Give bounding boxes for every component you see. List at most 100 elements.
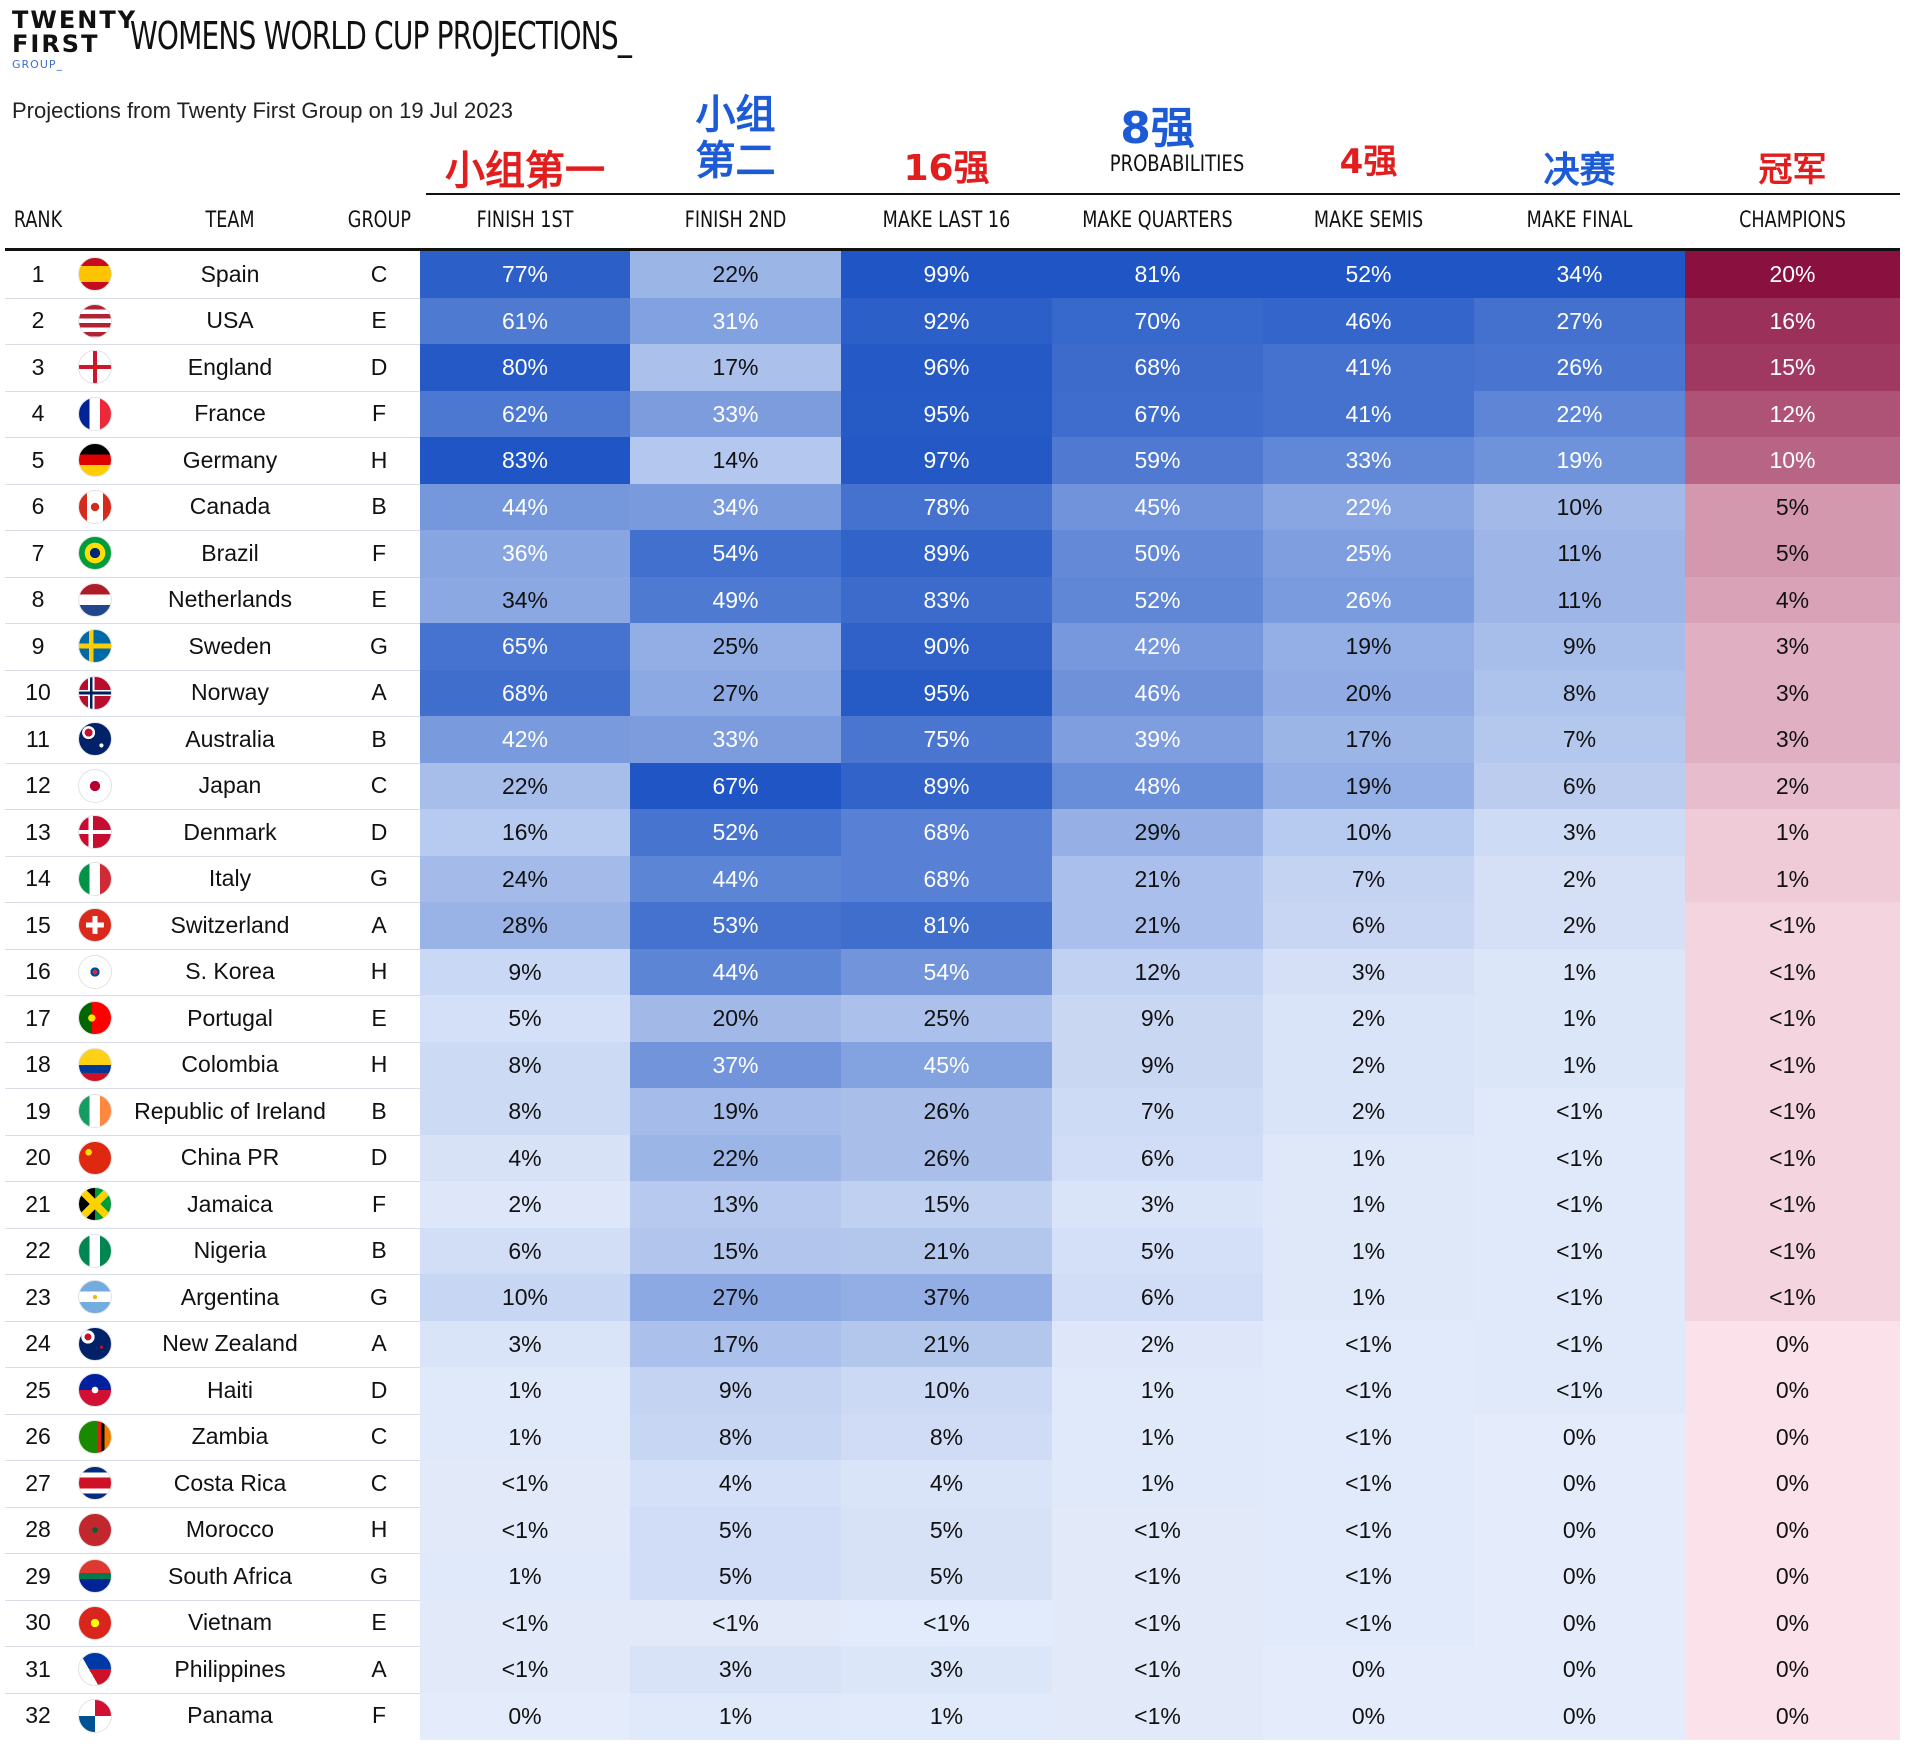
value-cell-make-final: 7% <box>1474 716 1685 764</box>
value-cell-finish-1st: 10% <box>420 1274 630 1322</box>
australia-flag-icon <box>78 722 112 757</box>
subtitle: Projections from Twenty First Group on 1… <box>12 98 513 123</box>
value-cell-make-semis: 2% <box>1263 1041 1474 1089</box>
value-cell-make-quarters: 46% <box>1052 669 1263 717</box>
value-cell-make-last-16: 10% <box>841 1367 1052 1415</box>
header-group: GROUP <box>347 208 412 233</box>
value-cell-champions: 0% <box>1685 1646 1900 1694</box>
value-cell-champions: <1% <box>1685 948 1900 996</box>
value-cell-finish-2nd: 27% <box>630 1274 841 1322</box>
rank-cell: 9 <box>31 632 45 659</box>
team-name: Panama <box>187 1702 273 1729</box>
value-cell-make-last-16: 5% <box>841 1506 1052 1554</box>
group-cell: G <box>370 1562 388 1589</box>
team-name: Vietnam <box>188 1609 272 1636</box>
value-cell-make-final: 26% <box>1474 344 1685 392</box>
value-cell-make-quarters: 59% <box>1052 437 1263 485</box>
team-name: Costa Rica <box>173 1469 287 1496</box>
team-name: Switzerland <box>170 911 290 938</box>
value-cell-make-semis: 22% <box>1263 483 1474 531</box>
value-cell-make-final: <1% <box>1474 1274 1685 1322</box>
value-cell-champions: 3% <box>1685 716 1900 764</box>
value-cell-make-last-16: 37% <box>841 1274 1052 1322</box>
value-cell-make-quarters: 6% <box>1052 1274 1263 1322</box>
annotation-make-quarters: 8强 <box>1120 103 1195 154</box>
value-cell-make-last-16: 78% <box>841 483 1052 531</box>
group-cell: A <box>371 1330 387 1357</box>
team-name: Sweden <box>188 632 272 659</box>
value-cell-finish-2nd: 9% <box>630 1367 841 1415</box>
norway-flag-icon <box>78 675 112 710</box>
value-cell-make-quarters: <1% <box>1052 1553 1263 1601</box>
team-name: Netherlands <box>167 586 293 613</box>
team-name: S. Korea <box>185 958 275 985</box>
value-cell-make-last-16: <1% <box>841 1599 1052 1647</box>
value-cell-make-quarters: 9% <box>1052 1041 1263 1089</box>
group-cell: D <box>370 1376 388 1403</box>
value-cell-finish-2nd: 33% <box>630 390 841 438</box>
value-cell-make-quarters: 3% <box>1052 1181 1263 1229</box>
header-make-quarters: MAKE QUARTERS <box>1082 208 1233 233</box>
value-cell-finish-2nd: 5% <box>630 1553 841 1601</box>
annotation-finish-2nd: 小组 第二 <box>695 92 776 184</box>
value-cell-finish-2nd: 22% <box>630 251 841 299</box>
value-cell-finish-1st: <1% <box>420 1646 630 1694</box>
value-cell-finish-2nd: 3% <box>630 1646 841 1694</box>
value-cell-make-final: 0% <box>1474 1413 1685 1461</box>
annotation-champions: 冠军 <box>1758 150 1827 190</box>
germany-flag-icon <box>78 443 112 478</box>
netherlands-flag-icon <box>78 582 112 617</box>
rank-cell: 28 <box>25 1516 51 1543</box>
group-cell: H <box>370 1051 388 1078</box>
value-cell-champions: <1% <box>1685 1041 1900 1089</box>
value-cell-finish-1st: 77% <box>420 251 630 299</box>
value-cell-make-quarters: 29% <box>1052 809 1263 857</box>
value-cell-finish-2nd: 44% <box>630 855 841 903</box>
value-cell-make-semis: 41% <box>1263 390 1474 438</box>
value-cell-make-final: 0% <box>1474 1599 1685 1647</box>
team-name: Canada <box>189 493 271 520</box>
group-cell: F <box>371 1190 387 1217</box>
value-cell-make-semis: 10% <box>1263 809 1474 857</box>
value-cell-make-quarters: 67% <box>1052 390 1263 438</box>
value-cell-make-last-16: 3% <box>841 1646 1052 1694</box>
group-cell: G <box>370 632 388 659</box>
team-name: South Africa <box>167 1562 293 1589</box>
value-cell-make-final: <1% <box>1474 1181 1685 1229</box>
canada-flag-icon <box>78 489 112 524</box>
value-cell-finish-2nd: 22% <box>630 1134 841 1182</box>
value-cell-finish-1st: <1% <box>420 1599 630 1647</box>
value-cell-make-semis: 0% <box>1263 1646 1474 1694</box>
header-rule-divider <box>5 248 1900 251</box>
rank-cell: 32 <box>25 1702 51 1729</box>
value-cell-finish-1st: 8% <box>420 1041 630 1089</box>
value-cell-finish-1st: 1% <box>420 1553 630 1601</box>
value-cell-make-quarters: 70% <box>1052 297 1263 345</box>
value-cell-make-final: <1% <box>1474 1134 1685 1182</box>
header-rank: RANK <box>13 208 63 233</box>
france-flag-icon <box>78 396 112 431</box>
value-cell-finish-1st: 34% <box>420 576 630 624</box>
value-cell-finish-1st: 6% <box>420 1227 630 1275</box>
value-cell-champions: 1% <box>1685 809 1900 857</box>
value-cell-make-last-16: 89% <box>841 530 1052 578</box>
value-cell-finish-1st: 61% <box>420 297 630 345</box>
value-cell-make-semis: 46% <box>1263 297 1474 345</box>
value-cell-finish-2nd: 8% <box>630 1413 841 1461</box>
rank-cell: 19 <box>25 1097 51 1124</box>
value-cell-make-semis: 41% <box>1263 344 1474 392</box>
sweden-flag-icon <box>78 629 112 664</box>
value-cell-make-final: <1% <box>1474 1367 1685 1415</box>
value-cell-make-quarters: 50% <box>1052 530 1263 578</box>
rank-cell: 16 <box>25 958 51 985</box>
value-cell-make-final: 11% <box>1474 530 1685 578</box>
value-cell-finish-2nd: 5% <box>630 1506 841 1554</box>
value-cell-finish-2nd: 67% <box>630 762 841 810</box>
value-cell-make-semis: 17% <box>1263 716 1474 764</box>
group-cell: C <box>370 1423 388 1450</box>
page-title: WOMENS WORLD CUP PROJECTIONS_ <box>130 14 632 58</box>
rank-cell: 25 <box>25 1376 51 1403</box>
value-cell-make-semis: <1% <box>1263 1460 1474 1508</box>
value-cell-make-quarters: <1% <box>1052 1599 1263 1647</box>
